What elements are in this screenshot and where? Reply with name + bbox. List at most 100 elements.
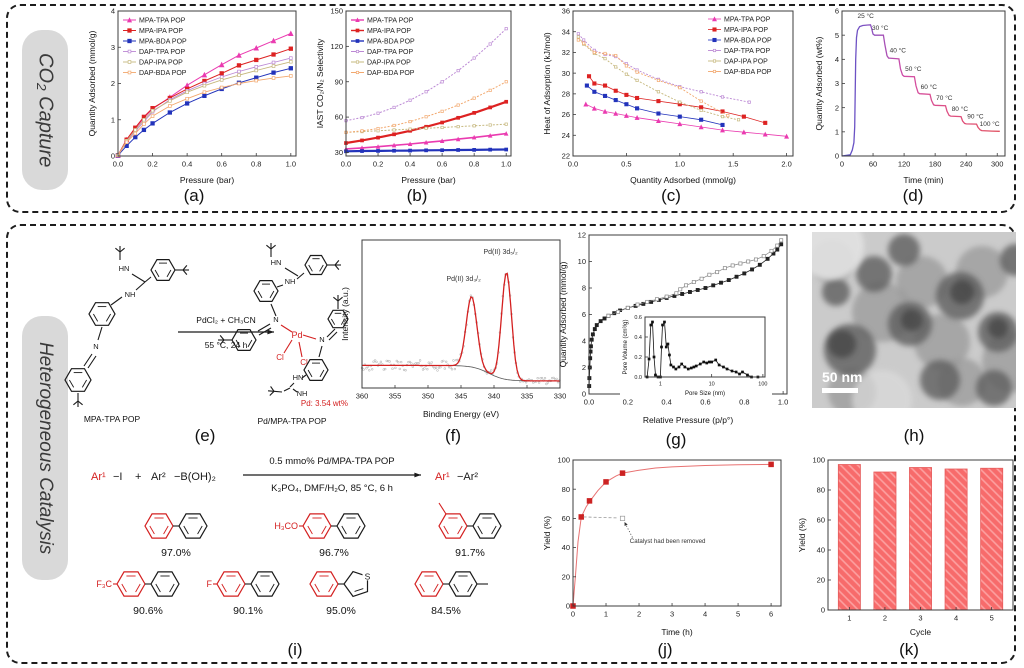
svg-text:55 °C, 24 h: 55 °C, 24 h [205, 340, 248, 350]
svg-text:0.8: 0.8 [469, 160, 479, 169]
svg-text:2: 2 [835, 103, 839, 112]
caption-k: (k) [899, 640, 919, 659]
svg-text:30: 30 [562, 69, 570, 78]
svg-text:90: 90 [335, 77, 343, 86]
svg-text:335: 335 [521, 392, 534, 401]
caption-b: (b) [406, 186, 428, 205]
svg-text:10: 10 [709, 382, 715, 388]
svg-text:DAP-BDA POP: DAP-BDA POP [367, 70, 415, 77]
section-label-catalysis-text: Heterogeneous Catalysis [35, 341, 56, 555]
svg-text:NH: NH [297, 389, 308, 398]
svg-text:30 °C: 30 °C [872, 24, 889, 32]
svg-text:HN: HN [271, 258, 282, 267]
svg-text:0.0: 0.0 [584, 398, 594, 407]
catalysis-section-border [6, 224, 1016, 664]
svg-text:Binding Energy (eV): Binding Energy (eV) [423, 409, 499, 419]
svg-text:0: 0 [840, 160, 844, 169]
svg-text:6: 6 [769, 610, 773, 619]
svg-text:240: 240 [960, 160, 973, 169]
svg-text:40 °C: 40 °C [890, 47, 907, 55]
svg-text:0.0: 0.0 [634, 375, 642, 381]
svg-text:0: 0 [835, 152, 839, 161]
svg-text:60 °C: 60 °C [921, 83, 938, 91]
svg-text:DAP-TPA POP: DAP-TPA POP [724, 48, 770, 55]
svg-text:0: 0 [571, 610, 575, 619]
svg-text:0.6: 0.6 [634, 315, 642, 321]
svg-text:1.0: 1.0 [501, 160, 511, 169]
svg-text:DAP-BDA POP: DAP-BDA POP [724, 69, 772, 76]
svg-text:Ar¹: Ar¹ [91, 471, 106, 483]
svg-text:Quantity Adsorbed (mmol/g): Quantity Adsorbed (mmol/g) [558, 261, 568, 367]
svg-text:Time (min): Time (min) [903, 175, 943, 185]
svg-text:MPA-IPA POP: MPA-IPA POP [724, 27, 768, 34]
caption-i: (i) [287, 640, 303, 659]
svg-text:1.0: 1.0 [778, 398, 788, 407]
svg-text:MPA-TPA POP: MPA-TPA POP [724, 16, 771, 23]
section-label-heterogeneous-catalysis: Heterogeneous Catalysis [22, 316, 68, 580]
svg-text:4: 4 [582, 337, 586, 346]
svg-text:Pore Volume (cm³/g): Pore Volume (cm³/g) [623, 319, 629, 374]
tem-image: 50 nm [796, 212, 1024, 430]
svg-text:80: 80 [817, 486, 825, 495]
svg-text:3: 3 [918, 614, 922, 623]
svg-text:24: 24 [562, 131, 570, 140]
svg-text:−Ar²: −Ar² [457, 471, 478, 483]
svg-text:N: N [319, 335, 324, 344]
svg-text:4: 4 [111, 7, 115, 16]
svg-text:0.6: 0.6 [700, 398, 710, 407]
svg-text:DAP-BDA POP: DAP-BDA POP [139, 70, 187, 77]
svg-text:8: 8 [582, 284, 586, 293]
svg-text:0: 0 [111, 152, 115, 161]
svg-text:2: 2 [883, 614, 887, 623]
svg-text:20: 20 [562, 572, 570, 581]
svg-text:12: 12 [578, 231, 586, 240]
svg-text:22: 22 [562, 152, 570, 161]
svg-text:97.0%: 97.0% [161, 547, 191, 559]
svg-text:80: 80 [562, 485, 570, 494]
svg-text:26: 26 [562, 110, 570, 119]
svg-text:MPA-IPA POP: MPA-IPA POP [139, 28, 183, 35]
svg-text:340: 340 [488, 392, 501, 401]
caption-j: (j) [657, 640, 673, 659]
svg-text:0.8: 0.8 [251, 160, 261, 169]
caption-g: (g) [665, 430, 687, 449]
svg-text:2: 2 [111, 79, 115, 88]
svg-text:0.6: 0.6 [437, 160, 447, 169]
svg-text:Pore Size (nm): Pore Size (nm) [685, 391, 725, 397]
svg-text:Ar¹: Ar¹ [435, 471, 450, 483]
svg-text:28: 28 [562, 89, 570, 98]
svg-text:4: 4 [835, 55, 839, 64]
svg-text:−I: −I [113, 471, 122, 483]
svg-text:84.5%: 84.5% [431, 605, 461, 617]
svg-text:HN: HN [293, 373, 304, 382]
svg-text:345: 345 [455, 392, 468, 401]
caption-c: (c) [661, 186, 681, 205]
suzuki-coupling-scheme: Ar¹ −I + Ar² −B(OH)₂ 0.5 mmo% Pd/MPA-TPA POP K… [55, 448, 535, 649]
n2-isotherm-chart: 0.0 0.2 0.4 0.6 0.8 1.0 0 2 4 6 8 10 12 Relative Pres… [556, 230, 796, 431]
svg-text:96.7%: 96.7% [319, 547, 349, 559]
svg-text:Pd/MPA-TPA POP: Pd/MPA-TPA POP [257, 416, 326, 426]
svg-text:4: 4 [954, 614, 958, 623]
svg-text:−B(OH)₂: −B(OH)₂ [174, 471, 216, 483]
svg-text:MPA-BDA POP: MPA-BDA POP [367, 38, 415, 45]
svg-text:6: 6 [835, 7, 839, 16]
svg-text:HN: HN [119, 264, 130, 273]
caption-h: (h) [903, 426, 925, 445]
svg-text:0: 0 [582, 390, 586, 399]
svg-text:0.2: 0.2 [373, 160, 383, 169]
svg-text:5: 5 [990, 614, 994, 623]
svg-text:330: 330 [554, 392, 567, 401]
svg-text:Yield (%): Yield (%) [542, 516, 552, 550]
svg-text:MPA-TPA POP: MPA-TPA POP [139, 17, 186, 24]
svg-text:350: 350 [422, 392, 435, 401]
pd-loading-reaction-scheme: NH HN N MPA-TPA POP PdCl₂ + CH₃CN 55 °C, 24 h… [50, 228, 350, 433]
svg-text:Pd: Pd [291, 330, 302, 340]
svg-text:25 °C: 25 °C [858, 12, 875, 20]
svg-text:0.2: 0.2 [147, 160, 157, 169]
svg-text:Yield (%): Yield (%) [797, 518, 807, 552]
svg-text:IAST CO₂/N₂ Selectivity: IAST CO₂/N₂ Selectivity [315, 38, 325, 128]
svg-text:1.0: 1.0 [286, 160, 296, 169]
svg-text:2: 2 [582, 363, 586, 372]
svg-text:DAP-IPA POP: DAP-IPA POP [367, 59, 411, 66]
